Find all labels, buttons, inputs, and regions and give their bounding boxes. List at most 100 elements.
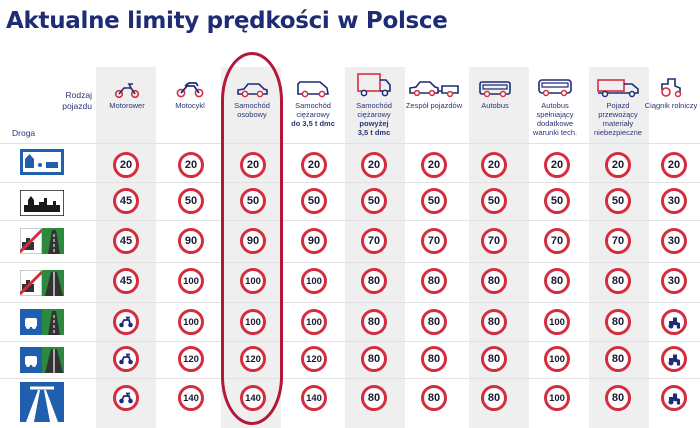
speed-limit-sign: 100 [178,309,204,335]
expressway-dual-icon [20,347,64,373]
column-header-zespol-pojazdow: Zespół pojazdów [404,72,464,110]
speed-limit-sign: 45 [113,268,139,294]
row-divider [0,262,700,263]
speed-limit-sign: 80 [481,309,507,335]
speed-limit-sign: 70 [544,228,570,254]
coach-icon [525,72,585,98]
speed-limit-sign: 100 [240,268,266,294]
single-carriageway-icon [18,227,64,255]
speed-limit-sign: 20 [240,152,266,178]
car-icon [222,72,282,98]
speed-limit-sign: 120 [301,346,327,372]
speed-limit-sign: 50 [178,188,204,214]
truck-icon [344,72,404,98]
moped-forbidden-sign [113,346,139,372]
row-divider [0,143,700,144]
speed-limit-sign: 80 [605,309,631,335]
tractor-icon [643,72,699,98]
tractor-forbidden-sign [661,385,687,411]
speed-limit-sign: 140 [240,385,266,411]
moped-forbidden-sign [113,309,139,335]
speed-limit-sign: 90 [301,228,327,254]
speed-limit-sign: 20 [178,152,204,178]
speed-limit-sign: 120 [240,346,266,372]
speed-limit-sign: 80 [481,346,507,372]
speed-limit-sign: 20 [361,152,387,178]
row-divider [0,220,700,221]
road-label: Droga [12,128,36,138]
speed-limit-sign: 50 [421,188,447,214]
speed-limit-sign: 80 [605,346,631,372]
speed-limit-sign: 120 [178,346,204,372]
dual-carriageway-icon [18,269,64,297]
moped-forbidden-sign [113,385,139,411]
speed-limit-sign: 80 [605,385,631,411]
speed-limit-sign: 80 [421,385,447,411]
residential-zone-icon [20,149,64,175]
speed-limit-sign: 100 [240,309,266,335]
speed-limit-sign: 20 [605,152,631,178]
vehicle-type-label: Rodzaj pojazdu [62,90,92,111]
speed-limit-sign: 100 [544,346,570,372]
speed-limit-sign: 50 [481,188,507,214]
speed-limit-sign: 50 [544,188,570,214]
speed-limit-sign: 20 [481,152,507,178]
speed-limit-sign: 20 [301,152,327,178]
speed-limit-sign: 80 [481,268,507,294]
column-header-autobus-dodatkowe: Autobus spełniający dodatkowe warunki te… [525,72,585,137]
speed-limit-sign: 80 [361,268,387,294]
bus-icon [465,72,525,98]
speed-limit-sign: 90 [178,228,204,254]
speed-limit-sign: 80 [421,268,447,294]
speed-limit-sign: 30 [661,228,687,254]
row-divider [0,341,700,342]
speed-limit-sign: 50 [240,188,266,214]
built-up-area-icon [19,189,65,217]
row-divider [0,182,700,183]
speed-limit-sign: 80 [421,346,447,372]
speed-limit-sign: 70 [605,228,631,254]
speed-limit-sign: 50 [301,188,327,214]
speed-limit-sign: 80 [605,268,631,294]
speed-limit-sign: 100 [301,309,327,335]
column-header-motocykl: Motocykl [160,72,220,110]
row-divider [0,378,700,379]
speed-limit-sign: 70 [361,228,387,254]
speed-limit-sign: 30 [661,188,687,214]
speed-limit-sign: 140 [301,385,327,411]
hazmat-truck-icon [588,72,648,98]
tractor-forbidden-sign [661,346,687,372]
row-divider [0,302,700,303]
column-header-autobus: Autobus [465,72,525,110]
speed-limit-sign: 20 [544,152,570,178]
speed-limit-sign: 100 [301,268,327,294]
speed-limit-sign: 100 [544,385,570,411]
speed-limit-sign: 100 [178,268,204,294]
speed-limit-sign: 20 [421,152,447,178]
moped-icon [97,72,157,98]
speed-limit-sign: 80 [481,385,507,411]
car-trailer-icon [404,72,464,98]
speed-limit-sign: 50 [605,188,631,214]
speed-limit-sign: 100 [544,309,570,335]
speed-limit-sign: 70 [421,228,447,254]
expressway-single-icon [20,309,64,335]
speed-limit-sign: 80 [361,346,387,372]
speed-limit-sign: 45 [113,228,139,254]
speed-limit-sign: 80 [421,309,447,335]
speed-limit-sign: 140 [178,385,204,411]
column-header-samochod-osobowy: Samochód osobowy [222,72,282,119]
column-header-ciagnik-rolniczy: Ciągnik rolniczy [643,72,699,110]
column-header-ciezarowy-powyzej-35: Samochód ciężarowy powyżej 3,5 t dmc [344,72,404,137]
page-title: Aktualne limity prędkości w Polsce [6,8,448,34]
speed-limit-sign: 20 [113,152,139,178]
tractor-forbidden-sign [661,309,687,335]
speed-limit-sign: 20 [661,152,687,178]
column-header-materialy-niebezpieczne: Pojazd przewożący materiały niebezpieczn… [588,72,648,137]
speed-limit-sign: 80 [544,268,570,294]
speed-limit-sign: 90 [240,228,266,254]
column-header-motorower: Motorower [97,72,157,110]
speed-limit-sign: 80 [361,309,387,335]
speed-limit-sign: 80 [361,385,387,411]
speed-limit-sign: 45 [113,188,139,214]
